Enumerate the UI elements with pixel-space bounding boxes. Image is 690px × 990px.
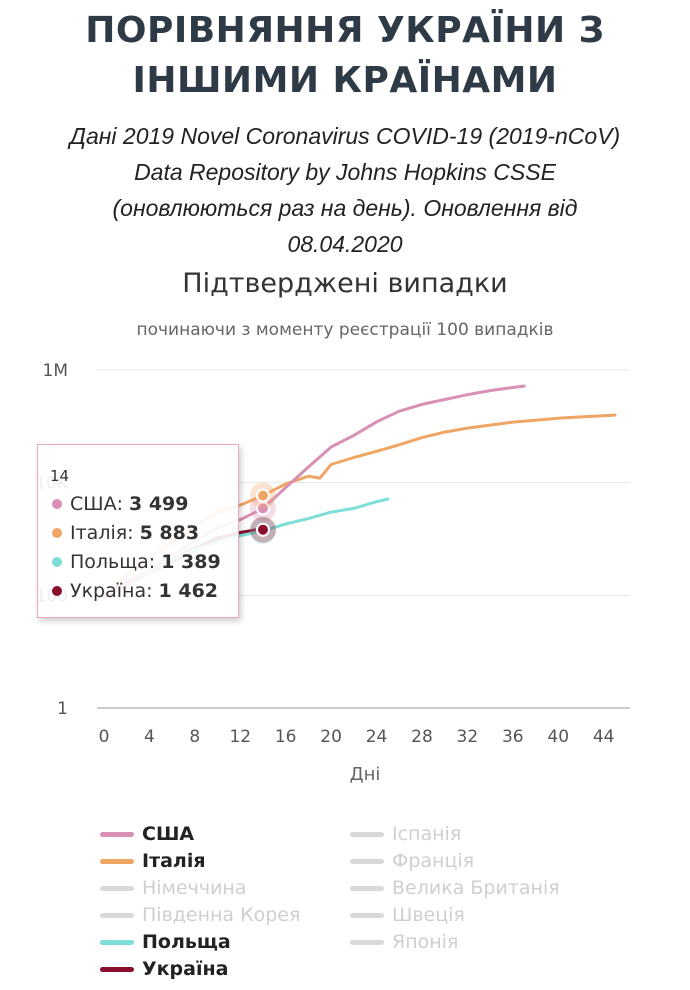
legend-swatch [350, 939, 384, 945]
x-tick-label: 0 [99, 727, 110, 747]
tooltip-series-value: 5 883 [139, 522, 200, 544]
legend-item[interactable]: США [100, 822, 350, 846]
tooltip-row: Польща: 1 389 [52, 551, 221, 573]
tooltip-series-name: Польща: [70, 551, 156, 573]
data-source-line4: 08.04.2020 [287, 231, 403, 257]
legend-label: Швеція [392, 904, 465, 926]
hover-marker [255, 488, 270, 503]
legend-label: Польща [142, 931, 231, 953]
legend-label: Іспанія [392, 823, 462, 845]
y-tick-label: 1 [57, 699, 68, 719]
chart-title: Підтверджені випадки [182, 268, 508, 299]
legend-swatch [100, 885, 134, 891]
tooltip-series-dot [52, 499, 62, 509]
data-source-line1: Дані 2019 Novel Coronavirus COVID-19 (20… [69, 123, 621, 149]
legend-label: Франція [392, 850, 475, 872]
legend-swatch [100, 858, 134, 864]
x-tick-label: 24 [366, 727, 388, 747]
legend: США Іспанія Італія Франція Німеччина Велика Б… [100, 822, 660, 981]
legend-label: Японія [392, 931, 459, 953]
x-tick-label: 16 [275, 727, 297, 747]
legend-item[interactable]: Італія [100, 849, 350, 873]
x-tick-label: 20 [320, 727, 342, 747]
page-title-line2: ІНШИМИ КРАЇНАМИ [132, 60, 558, 101]
legend-swatch [100, 831, 134, 837]
legend-swatch [100, 939, 134, 945]
legend-item[interactable]: Польща [100, 930, 350, 954]
tooltip-series-value: 1 389 [161, 551, 221, 573]
tooltip-row: Україна: 1 462 [52, 580, 218, 602]
x-tick-label: 28 [411, 727, 433, 747]
legend-swatch [100, 912, 134, 918]
legend-item[interactable]: Україна [100, 957, 350, 981]
x-tick-label: 40 [547, 727, 569, 747]
data-source-line3: (оновлюються раз на день). Оновлення від [112, 195, 578, 221]
legend-item[interactable]: Німеччина [100, 876, 350, 900]
x-tick-label: 4 [144, 727, 155, 747]
tooltip-row: США: 3 499 [52, 493, 188, 515]
tooltip-day: 14 [50, 467, 70, 485]
legend-label: Італія [142, 850, 206, 872]
legend-item[interactable]: Велика Британія [350, 876, 600, 900]
legend-label: Україна [142, 958, 229, 980]
legend-item[interactable]: Франція [350, 849, 600, 873]
legend-label: США [142, 823, 195, 845]
tooltip-series-dot [52, 528, 62, 538]
page-title-line1: ПОРІВНЯННЯ УКРАЇНИ З [85, 10, 605, 51]
legend-label: Німеччина [142, 877, 247, 899]
legend-item[interactable]: Південна Корея [100, 903, 350, 927]
legend-swatch [350, 831, 384, 837]
y-tick-label: 1M [43, 361, 68, 381]
legend-item[interactable]: Японія [350, 930, 600, 954]
x-tick-label: 44 [593, 727, 615, 747]
tooltip-series-name: Україна: [70, 580, 153, 602]
tooltip-series-name: Італія: [70, 522, 134, 544]
data-source-note: Дані 2019 Novel Coronavirus COVID-19 (20… [45, 118, 645, 262]
legend-label: Південна Корея [142, 904, 301, 926]
x-axis-ticks: 0 4 8 12 16 20 24 28 32 36 40 44 [99, 727, 615, 747]
page-title: ПОРІВНЯННЯ УКРАЇНИ З ІНШИМИ КРАЇНАМИ [0, 6, 690, 106]
tooltip-series-value: 3 499 [128, 493, 189, 515]
hover-marker [255, 522, 270, 537]
legend-swatch [350, 858, 384, 864]
legend-swatch [350, 912, 384, 918]
x-axis-label: Дні [350, 764, 381, 785]
chart-subtitle: починаючи з моменту реєстрації 100 випад… [136, 320, 554, 340]
hover-markers [249, 482, 276, 544]
tooltip-row: Італія: 5 883 [52, 522, 199, 544]
tooltip-series-dot [52, 586, 62, 596]
x-tick-label: 8 [189, 727, 200, 747]
x-tick-label: 32 [457, 727, 479, 747]
legend-label: Велика Британія [392, 877, 560, 899]
legend-item[interactable]: Швеція [350, 903, 600, 927]
tooltip-series-value: 1 462 [158, 580, 219, 602]
legend-item[interactable]: Іспанія [350, 822, 600, 846]
tooltip-series-dot [52, 557, 62, 567]
tooltip-series-name: США: [70, 493, 123, 515]
legend-swatch [100, 966, 134, 972]
x-tick-label: 12 [229, 727, 251, 747]
data-source-line2: Data Repository by Johns Hopkins CSSE [134, 159, 556, 185]
tooltip: 14 США: 3 499 Італія: 5 883 Польща: 1 389 Укра… [37, 444, 239, 618]
x-tick-label: 36 [502, 727, 524, 747]
legend-swatch [350, 885, 384, 891]
